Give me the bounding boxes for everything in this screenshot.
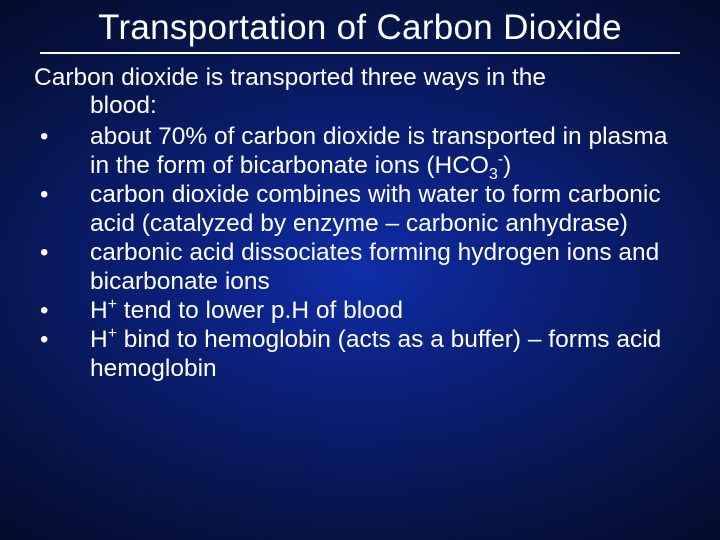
slide: Transportation of Carbon Dioxide Carbon … [0,0,720,540]
bullet-list: about 70% of carbon dioxide is transport… [34,123,686,383]
bullet-text: H [90,297,108,324]
list-item: about 70% of carbon dioxide is transport… [34,123,686,181]
bullet-text-post: tend to lower p.H of blood [117,297,403,324]
superscript: + [108,325,117,342]
intro-line2: blood: [34,92,686,121]
superscript: + [108,296,117,313]
slide-title: Transportation of Carbon Dioxide [0,0,720,52]
slide-body: Carbon dioxide is transported three ways… [0,64,720,384]
title-underline [40,52,680,54]
bullet-text: carbonic acid dissociates forming hydrog… [90,239,659,295]
bullet-text: carbon dioxide combines with water to fo… [90,181,661,237]
bullet-text: about 70% of carbon dioxide is transport… [90,123,667,179]
intro-text: Carbon dioxide is transported three ways… [34,64,686,122]
bullet-text-post: bind to hemoglobin (acts as a buffer) – … [90,326,661,382]
list-item: carbon dioxide combines with water to fo… [34,181,686,239]
bullet-text-post: ) [503,152,511,179]
intro-line1: Carbon dioxide is transported three ways… [34,64,546,91]
list-item: H+ bind to hemoglobin (acts as a buffer)… [34,326,686,384]
list-item: carbonic acid dissociates forming hydrog… [34,239,686,297]
bullet-text: H [90,326,108,353]
list-item: H+ tend to lower p.H of blood [34,297,686,326]
